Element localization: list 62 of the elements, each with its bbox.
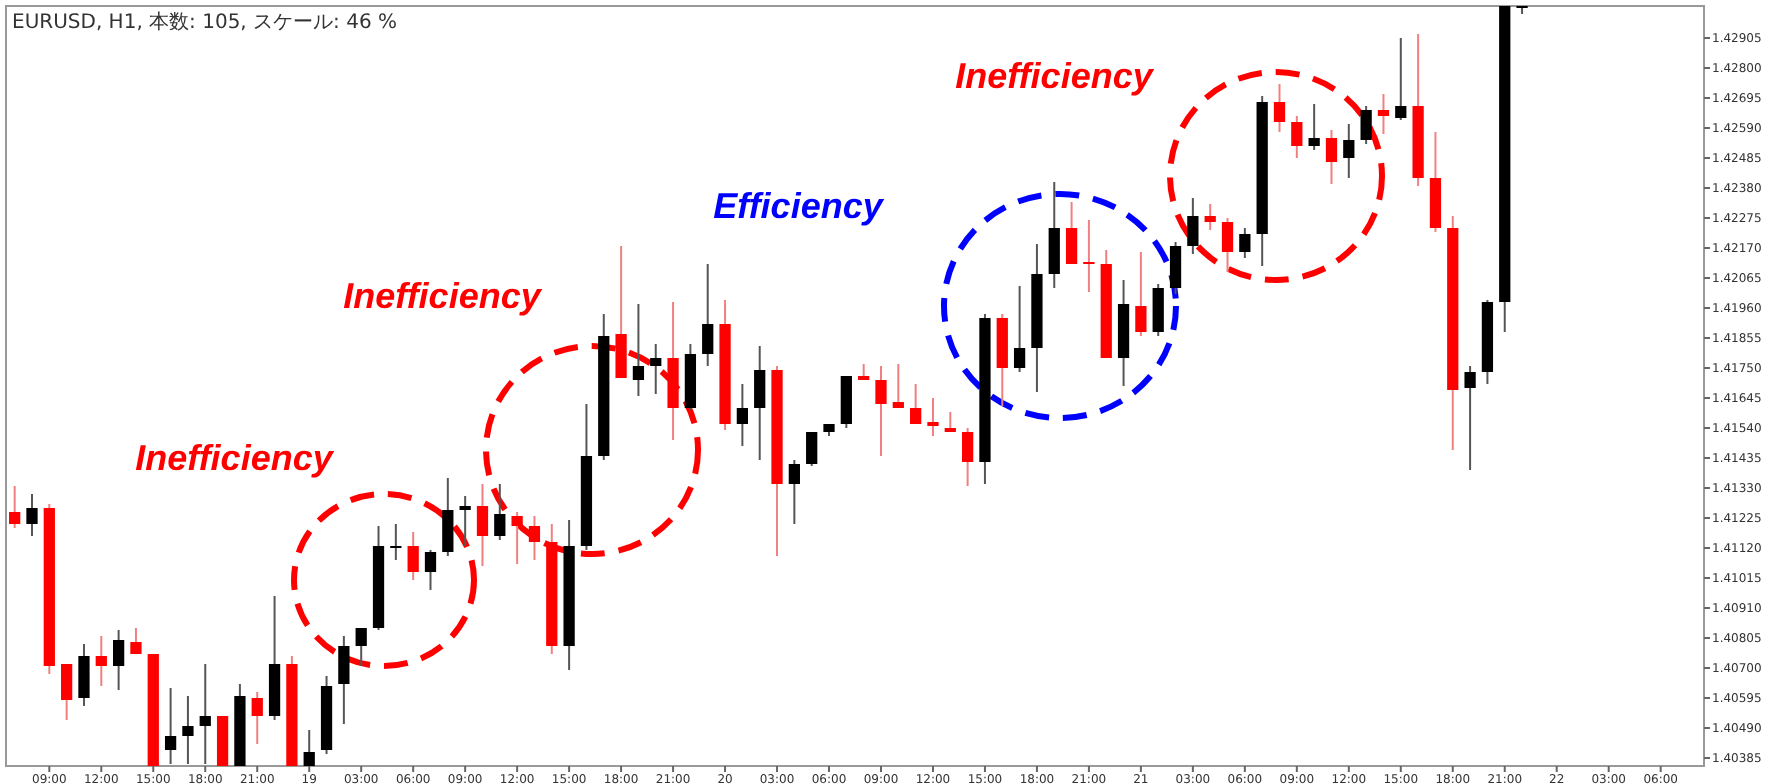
candlestick <box>9 485 21 529</box>
candlestick <box>112 629 125 691</box>
candlestick <box>1152 283 1164 337</box>
chart-title: EURUSD, H1, 本数: 105, スケール: 46 % <box>12 10 397 34</box>
annotation: Inefficiency <box>955 56 1155 96</box>
candlestick <box>1308 103 1320 151</box>
candlestick <box>182 695 194 765</box>
candlestick <box>650 343 662 395</box>
candlestick <box>1204 203 1216 231</box>
candlestick <box>927 397 939 437</box>
candlestick <box>615 245 627 379</box>
candlestick <box>130 627 142 655</box>
candlestick <box>1395 37 1407 121</box>
candlestick <box>961 427 974 487</box>
candlestick <box>459 495 471 547</box>
candlestick <box>910 383 922 425</box>
candlestick <box>840 375 852 429</box>
candlestick <box>1221 217 1234 273</box>
candlestick <box>1273 83 1286 133</box>
candlestick <box>788 459 800 525</box>
candlestick <box>199 663 211 765</box>
candlestick <box>1377 93 1390 135</box>
candlestick <box>806 431 818 467</box>
candlestick <box>26 493 38 537</box>
candlestick <box>1464 365 1476 471</box>
candlestick <box>95 635 107 687</box>
candlestick <box>1325 129 1338 185</box>
candlestick <box>892 363 904 409</box>
annotation: Efficiency <box>713 186 885 226</box>
candlestick <box>1135 251 1147 337</box>
candlestick <box>1013 285 1026 373</box>
candlestick <box>528 515 541 561</box>
candlestick <box>702 263 714 367</box>
candlestick <box>251 691 263 745</box>
candlestick <box>875 365 887 457</box>
candlestick <box>442 477 454 557</box>
candlestick <box>511 511 523 565</box>
candlestick <box>164 687 177 765</box>
candlestick <box>1239 227 1251 259</box>
candlestick <box>1360 105 1372 145</box>
candlestick <box>736 383 749 447</box>
candlestick <box>1065 201 1078 265</box>
candlestick <box>407 531 419 581</box>
candlestick <box>494 483 506 541</box>
candlestick <box>1343 123 1355 179</box>
candlestick <box>355 627 367 667</box>
candlestick <box>78 643 90 707</box>
candlestick <box>424 549 437 591</box>
candlestick <box>1169 241 1182 295</box>
candlestick <box>1291 115 1303 159</box>
candlestick <box>338 635 350 725</box>
candlestick <box>754 345 766 461</box>
annotation: Inefficiency <box>343 276 543 316</box>
annotation: Inefficiency <box>135 438 335 478</box>
candlestick <box>61 663 73 721</box>
candlestick <box>390 523 402 561</box>
candlestick <box>476 483 489 567</box>
candlestick <box>1187 197 1199 255</box>
candlestick <box>303 729 315 766</box>
candlestick <box>632 303 645 397</box>
candlestick <box>1083 219 1095 293</box>
candlestick <box>1048 181 1060 289</box>
